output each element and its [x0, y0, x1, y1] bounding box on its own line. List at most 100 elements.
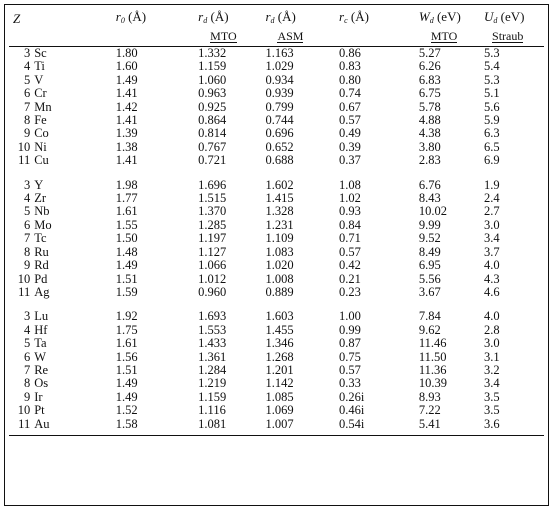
table-row: 8 Fe 1.41 0.864 0.744 0.57 4.88 5.9 — [9, 113, 544, 128]
r0-value: 1.48 — [115, 244, 138, 259]
rc-value: 0.71 — [339, 231, 361, 246]
rd-mto-value: 1.693 — [198, 309, 227, 324]
header-wd: Wd (eV) — [419, 5, 484, 29]
rd-mto-symbol: r — [198, 9, 204, 24]
rd-asm-value: 1.083 — [265, 244, 294, 259]
ud-value: 3.6 — [484, 416, 500, 431]
table-row: 11 Cu 1.41 0.721 0.688 0.37 2.83 6.9 — [9, 153, 544, 168]
wd-value: 6.76 — [418, 177, 441, 192]
header-row-methods: MTO ASM MTO Straub — [9, 29, 544, 43]
rd-asm-symbol: r — [265, 9, 271, 24]
element-symbol: Rd — [34, 258, 49, 273]
ud-value: 6.3 — [484, 126, 500, 141]
rd-mto-value: 1.285 — [198, 217, 227, 232]
r0-value: 1.61 — [115, 336, 138, 351]
rc-value: 0.86 — [339, 46, 361, 60]
wd-value: 9.99 — [418, 217, 441, 232]
table-row: 11 Au 1.58 1.081 1.007 0.54i 5.41 3.6 — [9, 416, 544, 431]
r0-value: 1.49 — [115, 72, 138, 87]
table-row: 7 Mn 1.42 0.925 0.799 0.67 5.78 5.6 — [9, 99, 544, 114]
rd-asm-value: 0.744 — [265, 113, 294, 128]
table-row: 7 Tc 1.50 1.197 1.109 0.71 9.52 3.4 — [9, 231, 544, 246]
table-row: 4 Zr 1.77 1.515 1.415 1.02 8.43 2.4 — [9, 191, 544, 206]
z-number: 8 — [23, 376, 31, 391]
wd-value: 4.88 — [418, 113, 441, 128]
element-symbol: Mn — [34, 99, 52, 114]
rc-value: 0.54i — [339, 416, 365, 431]
z-number: 3 — [23, 46, 31, 60]
method-spacer-z — [9, 29, 34, 43]
rd-mto-value: 1.553 — [198, 322, 227, 337]
r0-value: 1.77 — [115, 191, 138, 206]
z-number: 5 — [23, 72, 31, 87]
rc-unit: (Å) — [350, 9, 369, 24]
element-symbol: Pt — [34, 403, 45, 418]
r0-value: 1.41 — [115, 113, 138, 128]
rc-value: 0.87 — [339, 336, 361, 351]
rd-asm-value: 1.268 — [265, 349, 294, 364]
wd-value: 5.78 — [418, 99, 441, 114]
ud-value: 3.0 — [484, 217, 500, 232]
r0-unit: (Å) — [128, 9, 147, 24]
rd-asm-value: 1.231 — [265, 217, 294, 232]
rd-mto-value: 1.081 — [198, 416, 227, 431]
table-row: 6 Mo 1.55 1.285 1.231 0.84 9.99 3.0 — [9, 217, 544, 232]
ud-value: 4.0 — [484, 258, 500, 273]
rd-asm-value: 1.603 — [265, 309, 294, 324]
table-row: 3 Lu 1.92 1.693 1.603 1.00 7.84 4.0 — [9, 309, 544, 324]
element-symbol: Co — [34, 126, 49, 141]
rd-mto-unit: (Å) — [210, 9, 229, 24]
ud-value: 4.6 — [484, 284, 500, 299]
rd-mto-value: 0.925 — [198, 99, 227, 114]
rc-value: 0.21 — [339, 271, 361, 286]
rd-asm-unit: (Å) — [277, 9, 296, 24]
r0-value: 1.49 — [115, 389, 138, 404]
rd-asm-value: 1.201 — [265, 362, 294, 377]
rd-asm-subscript: d — [270, 16, 275, 25]
wd-value: 5.27 — [418, 46, 441, 60]
wd-value: 2.83 — [418, 153, 441, 168]
ud-value: 6.9 — [484, 153, 500, 168]
rc-value: 1.08 — [339, 177, 361, 192]
table-row: 8 Ru 1.48 1.127 1.083 0.57 8.49 3.7 — [9, 244, 544, 259]
ud-subscript: d — [493, 16, 498, 25]
rd-mto-value: 0.864 — [198, 113, 227, 128]
table-row: 6 Cr 1.41 0.963 0.939 0.74 6.75 5.1 — [9, 86, 544, 101]
r0-value: 1.50 — [115, 231, 138, 246]
z-number: 4 — [23, 59, 31, 74]
header-z-label: Z — [13, 11, 21, 26]
ud-value: 3.4 — [484, 376, 500, 391]
ud-value: 5.9 — [484, 113, 500, 128]
z-number: 4 — [23, 322, 31, 337]
ud-symbol: U — [484, 9, 494, 24]
rd-mto-value: 1.197 — [198, 231, 227, 246]
rc-value: 0.75 — [339, 349, 361, 364]
method-spacer-rc — [339, 29, 419, 43]
rc-value: 0.83 — [339, 59, 361, 74]
ud-value: 3.5 — [484, 403, 500, 418]
rd-asm-value: 1.020 — [265, 258, 294, 273]
rd-mto-value: 1.332 — [198, 46, 227, 60]
rc-value: 0.67 — [339, 99, 361, 114]
table-row: 4 Ti 1.60 1.159 1.029 0.83 6.26 5.4 — [9, 59, 544, 74]
rd-mto-value: 1.219 — [198, 376, 227, 391]
wd-value: 8.49 — [418, 244, 441, 259]
wd-symbol: W — [418, 9, 430, 24]
z-number: 7 — [23, 99, 31, 114]
rd-mto-value: 1.433 — [198, 336, 227, 351]
wd-value: 6.75 — [418, 86, 441, 101]
z-number: 10 — [17, 271, 31, 286]
method-asm-rd-label: ASM — [277, 29, 304, 43]
element-symbol: Ta — [34, 336, 47, 351]
table-row: 3 Y 1.98 1.696 1.602 1.08 6.76 1.9 — [9, 177, 544, 192]
rd-asm-value: 1.455 — [265, 322, 294, 337]
z-number: 4 — [23, 191, 31, 206]
rd-asm-value: 1.415 — [265, 191, 294, 206]
rc-value: 0.42 — [339, 258, 361, 273]
element-symbol: Ir — [34, 389, 43, 404]
header-rule — [9, 43, 544, 47]
table-header: Z r0 (Å) rd (Å) rd (Å) rc (Å) Wd (eV) Ud… — [9, 5, 544, 47]
wd-value: 3.67 — [418, 284, 441, 299]
z-number: 11 — [18, 284, 31, 299]
rd-mto-value: 1.116 — [198, 403, 226, 418]
